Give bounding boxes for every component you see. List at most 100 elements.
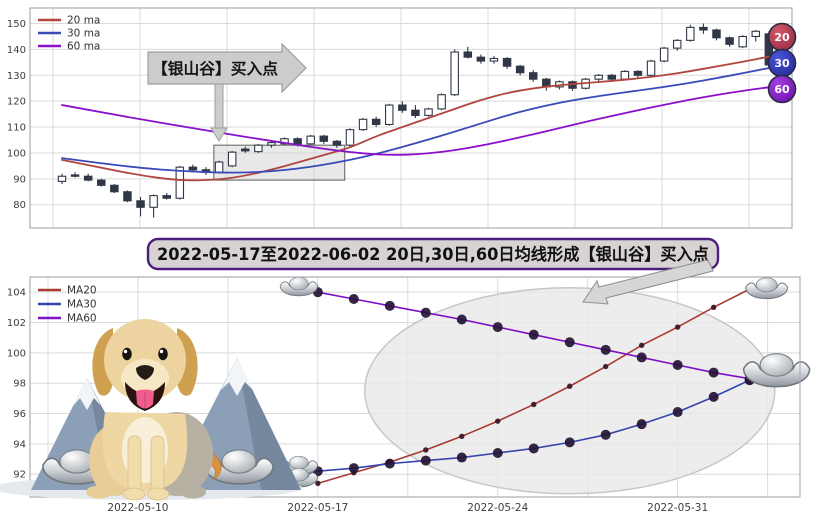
top-plot-border: [29, 7, 793, 229]
series-marker-MA30: [492, 448, 503, 458]
y-tick-label: 80: [13, 200, 26, 211]
callout-arrow-shape: [147, 42, 307, 94]
candle-down: [725, 37, 734, 45]
candle-up: [358, 118, 368, 131]
pointer-arrow-shape: [582, 259, 714, 305]
dog-leg-left: [127, 435, 142, 493]
candle-up: [149, 195, 158, 208]
y-tick-label: 90: [13, 174, 26, 185]
series-marker-MA30: [420, 455, 431, 466]
series-marker-MA60: [564, 337, 575, 348]
candle-down: [188, 166, 198, 171]
candle-up: [175, 166, 185, 199]
series-marker-MA20: [674, 324, 681, 330]
series-marker-MA30: [672, 407, 683, 418]
ma-line-60ma: [61, 84, 783, 156]
x-tick-label: 2022-05-24: [467, 502, 528, 514]
candle-down: [83, 175, 93, 181]
candle-up: [594, 74, 603, 80]
candle-down: [371, 118, 381, 126]
x-tick-label: 2022-05-10: [107, 502, 168, 514]
candle-down: [411, 109, 420, 116]
series-marker-MA20: [710, 304, 717, 311]
ma-badge-label: 20: [774, 31, 790, 44]
ingot-marker-MA20-end: [745, 277, 789, 300]
candle-up: [659, 47, 669, 62]
snow-cap-right: [221, 358, 253, 396]
candle-up: [280, 138, 289, 145]
series-marker-MA20: [531, 401, 537, 408]
series-marker-MA60: [384, 300, 395, 311]
series-marker-MA60: [492, 322, 503, 333]
y-tick-label: 130: [7, 71, 26, 82]
candle-up: [646, 60, 656, 76]
candle-down: [502, 57, 512, 67]
candle-up: [306, 135, 315, 145]
title-pointer-arrow: [582, 259, 714, 305]
candle-down: [332, 140, 342, 146]
dog-nose: [136, 365, 154, 380]
candle-down: [162, 195, 171, 199]
candle-down: [70, 174, 80, 177]
y-tick-label: 150: [7, 19, 26, 30]
candle-down: [528, 72, 538, 80]
ma-badge-label: 60: [774, 83, 790, 96]
series-marker-MA20: [603, 363, 609, 370]
candle-up: [267, 142, 276, 146]
section-title-text: 2022-05-17至2022-06-02 20日,30日,60日均线形成【银山…: [157, 244, 709, 264]
series-marker-MA20: [638, 342, 645, 348]
candle-down: [241, 148, 250, 152]
series-marker-MA20: [315, 480, 321, 487]
x-tick-label: 2022-05-17: [287, 502, 348, 514]
y-tick-label: 98: [13, 379, 26, 390]
mountain-right-shade: [237, 358, 301, 490]
candle-up: [450, 51, 459, 96]
series-marker-MA30: [348, 463, 359, 474]
series-marker-MA60: [636, 352, 647, 363]
candle-down: [136, 200, 145, 208]
dog: [86, 319, 222, 501]
series-marker-MA30: [564, 437, 575, 448]
legend-label: MA20: [67, 285, 97, 297]
ma-badge-label: 30: [774, 57, 790, 70]
callout-arrow-head: [210, 127, 228, 142]
y-tick-label: 110: [7, 123, 26, 134]
ma-badge-60: [767, 74, 797, 104]
legend-label: MA60: [67, 313, 97, 325]
candle-up: [214, 161, 224, 173]
series-marker-MA30: [708, 391, 719, 402]
series-marker-MA60: [420, 307, 431, 318]
dog-eye-left: [122, 347, 132, 361]
candle-up: [751, 30, 761, 38]
snow-cap-left: [73, 378, 101, 410]
bottom-legend: MA20 MA30 MA60: [38, 285, 97, 325]
series-marker-MA60: [348, 294, 359, 304]
ingot-marker-MA60-start: [279, 276, 318, 297]
buy-point-callout: 【银山谷】买入点: [147, 42, 307, 142]
ma-badges: 20 30 60: [767, 22, 797, 104]
y-tick-label: 100: [7, 348, 26, 359]
dog-eye-glint-right: [159, 349, 164, 354]
candle-up: [672, 39, 682, 49]
series-marker-MA60: [600, 344, 611, 355]
candle-down: [712, 29, 721, 39]
y-tick-label: 102: [7, 318, 26, 329]
dog-eye-right: [158, 347, 168, 361]
dog-hindpaw-left: [86, 485, 112, 499]
candle-down: [398, 104, 407, 111]
series-marker-MA60: [528, 329, 539, 340]
section-title-box: [146, 237, 720, 271]
candle-up: [57, 175, 67, 182]
candle-up: [424, 108, 433, 116]
highlight-ellipse: [363, 287, 776, 495]
series-marker-MA30: [600, 429, 611, 440]
candle-down: [515, 65, 525, 74]
series-marker-MA20: [495, 418, 501, 424]
legend-label: MA30: [67, 299, 97, 311]
dog-paw-right: [146, 487, 170, 501]
y-tick-label: 104: [7, 288, 26, 299]
bottom-chart: 92 94 96 98 100 102 104 2022-05-10 2022-05-17 202…: [7, 276, 811, 514]
series-marker-MA60: [672, 360, 683, 370]
